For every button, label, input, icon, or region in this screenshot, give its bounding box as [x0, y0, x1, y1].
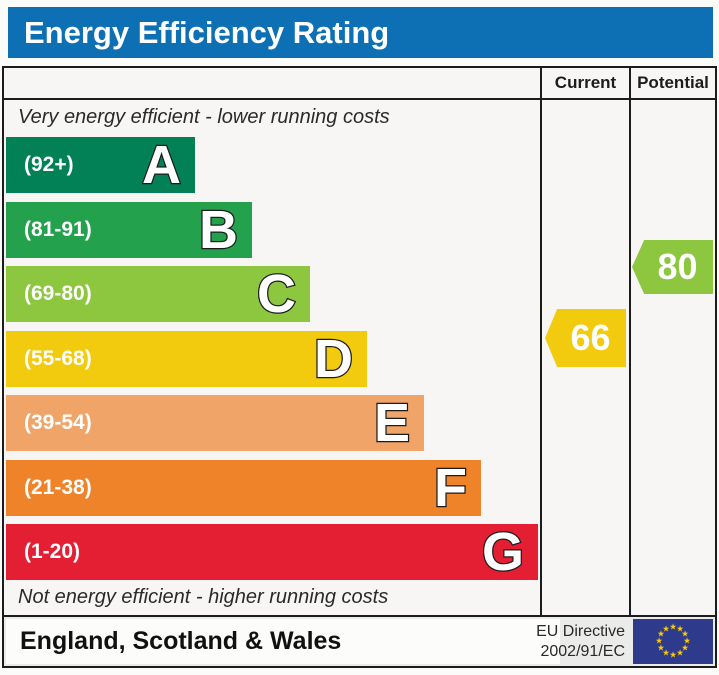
band-a: (92+) A [6, 135, 195, 195]
band-f: (21-38) F [6, 458, 481, 518]
band-c: (69-80) C [6, 264, 310, 324]
potential-rating-value: 80 [657, 246, 698, 287]
rating-table: Current Potential Very energy efficient … [2, 66, 717, 668]
svg-text:★: ★ [669, 651, 677, 661]
band-g-range: (1-20) [24, 540, 81, 563]
band-f-range: (21-38) [24, 476, 92, 499]
eu-directive-line2: 2002/91/EC [540, 643, 625, 660]
band-e: (39-54) E [6, 393, 424, 453]
band-c-range: (69-80) [24, 282, 92, 305]
band-a-letter: A [141, 135, 183, 195]
svg-text:★: ★ [669, 623, 677, 633]
svg-text:★: ★ [662, 649, 670, 659]
band-g: (1-20) G [6, 522, 538, 582]
band-e-letter: E [373, 393, 412, 453]
eu-directive-label: EU Directive 2002/91/EC [536, 622, 625, 662]
band-b: (81-91) B [6, 200, 252, 260]
svg-text:★: ★ [662, 624, 670, 634]
bottom-note: Not energy efficient - higher running co… [18, 586, 389, 608]
region-label: England, Scotland & Wales [20, 627, 342, 655]
svg-text:★: ★ [676, 624, 684, 634]
svg-text:★: ★ [657, 630, 665, 640]
current-column-divider [540, 68, 542, 617]
page-title: Energy Efficiency Rating [24, 14, 390, 50]
band-b-letter: B [198, 200, 240, 260]
band-f-letter: F [433, 458, 469, 518]
eu-flag-icon: ★ ★ ★ ★ ★ ★ ★ ★ ★ ★ ★ ★ [633, 619, 713, 664]
band-c-letter: C [256, 264, 298, 324]
potential-rating-arrow: 80 [632, 240, 713, 294]
current-rating-value: 66 [570, 317, 611, 358]
header-divider [4, 98, 715, 100]
footer-row: England, Scotland & Wales EU Directive 2… [4, 617, 715, 666]
svg-text:★: ★ [676, 649, 684, 659]
potential-column-divider [629, 68, 631, 617]
band-d-letter: D [313, 329, 355, 389]
svg-text:★: ★ [681, 630, 689, 640]
band-d: (55-68) D [6, 329, 367, 389]
potential-column-header: Potential [637, 73, 709, 92]
band-d-range: (55-68) [24, 347, 92, 370]
top-note: Very energy efficient - lower running co… [18, 106, 390, 128]
band-g-letter: G [481, 522, 526, 582]
svg-text:★: ★ [681, 644, 689, 654]
current-column-header: Current [554, 73, 617, 92]
current-rating-arrow: 66 [545, 309, 626, 367]
footer-divider [4, 615, 715, 617]
band-a-range: (92+) [24, 153, 74, 176]
svg-text:★: ★ [655, 637, 663, 647]
band-b-range: (81-91) [24, 218, 92, 241]
svg-text:★: ★ [657, 644, 665, 654]
eu-directive-line1: EU Directive [536, 623, 625, 640]
title-bar: Energy Efficiency Rating [8, 7, 713, 58]
band-e-range: (39-54) [24, 411, 92, 434]
svg-text:★: ★ [683, 637, 691, 647]
region-box: England, Scotland & Wales [6, 619, 560, 664]
